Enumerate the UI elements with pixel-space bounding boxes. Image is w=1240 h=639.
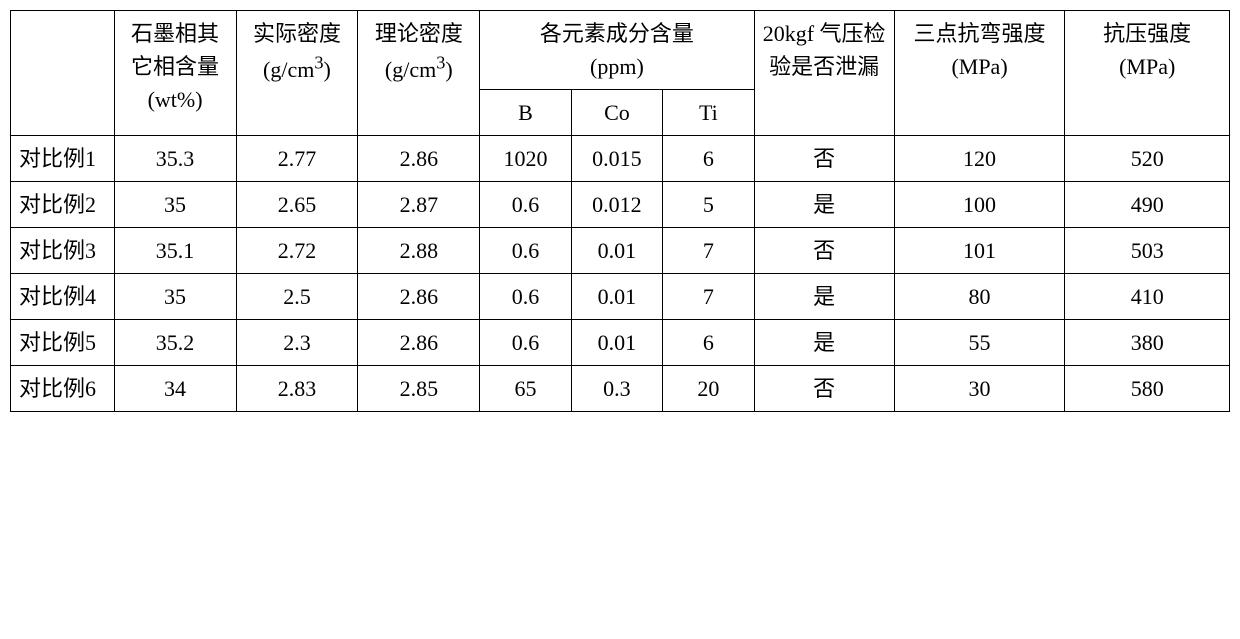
cell-graphite: 35 <box>114 274 236 320</box>
cell-b: 65 <box>480 366 571 412</box>
header-element-text: 各元素成分含量 <box>540 21 694 46</box>
cell-leak: 是 <box>754 182 894 228</box>
cell-co: 0.015 <box>571 136 662 182</box>
cell-comp: 580 <box>1065 366 1230 412</box>
cell-co: 0.3 <box>571 366 662 412</box>
cell-ti: 6 <box>663 136 754 182</box>
data-table: 石墨相其它相含量 (wt%) 实际密度 (g/cm3) 理论密度 (g/cm3)… <box>10 10 1230 412</box>
cell-bend: 55 <box>894 320 1065 366</box>
row-label: 对比例4 <box>11 274 115 320</box>
header-theory-density: 理论密度 (g/cm3) <box>358 11 480 136</box>
header-element-unit: (ppm) <box>590 54 644 79</box>
table-row: 对比例6342.832.85650.320否30580 <box>11 366 1230 412</box>
row-label: 对比例6 <box>11 366 115 412</box>
cell-comp: 490 <box>1065 182 1230 228</box>
table-row: 对比例535.22.32.860.60.016是55380 <box>11 320 1230 366</box>
cell-actual: 2.3 <box>236 320 358 366</box>
header-graphite-unit: (wt%) <box>148 87 203 112</box>
cell-ti: 7 <box>663 274 754 320</box>
cell-b: 1020 <box>480 136 571 182</box>
row-label: 对比例3 <box>11 228 115 274</box>
row-label: 对比例5 <box>11 320 115 366</box>
cell-theory: 2.85 <box>358 366 480 412</box>
cell-b: 0.6 <box>480 182 571 228</box>
row-label: 对比例2 <box>11 182 115 228</box>
cell-co: 0.01 <box>571 228 662 274</box>
header-theory-text: 理论密度 <box>375 21 463 46</box>
cell-actual: 2.65 <box>236 182 358 228</box>
header-b: B <box>480 90 571 136</box>
cell-b: 0.6 <box>480 320 571 366</box>
cell-ti: 7 <box>663 228 754 274</box>
cell-leak: 否 <box>754 228 894 274</box>
header-co: Co <box>571 90 662 136</box>
header-graphite-text: 石墨相其它相含量 <box>131 21 219 79</box>
cell-co: 0.01 <box>571 274 662 320</box>
cell-leak: 否 <box>754 136 894 182</box>
header-row-1: 石墨相其它相含量 (wt%) 实际密度 (g/cm3) 理论密度 (g/cm3)… <box>11 11 1230 90</box>
header-theory-unit: (g/cm3) <box>385 57 453 82</box>
header-leak-text: 20kgf 气压检验是否泄漏 <box>763 21 886 79</box>
header-bend: 三点抗弯强度 (MPa) <box>894 11 1065 136</box>
table-row: 对比例2352.652.870.60.0125是100490 <box>11 182 1230 228</box>
cell-co: 0.01 <box>571 320 662 366</box>
cell-ti: 5 <box>663 182 754 228</box>
row-label: 对比例1 <box>11 136 115 182</box>
header-bend-unit: (MPa) <box>951 54 1007 79</box>
cell-comp: 503 <box>1065 228 1230 274</box>
cell-ti: 6 <box>663 320 754 366</box>
cell-leak: 是 <box>754 274 894 320</box>
header-bend-text: 三点抗弯强度 <box>914 21 1046 46</box>
table-body: 对比例135.32.772.8610200.0156否120520对比例2352… <box>11 136 1230 412</box>
cell-b: 0.6 <box>480 274 571 320</box>
cell-bend: 100 <box>894 182 1065 228</box>
cell-bend: 80 <box>894 274 1065 320</box>
header-actual-density: 实际密度 (g/cm3) <box>236 11 358 136</box>
cell-comp: 520 <box>1065 136 1230 182</box>
header-empty <box>11 11 115 136</box>
cell-actual: 2.5 <box>236 274 358 320</box>
cell-graphite: 35.3 <box>114 136 236 182</box>
header-comp: 抗压强度 (MPa) <box>1065 11 1230 136</box>
cell-comp: 380 <box>1065 320 1230 366</box>
header-actual-unit: (g/cm3) <box>263 57 331 82</box>
cell-b: 0.6 <box>480 228 571 274</box>
cell-theory: 2.86 <box>358 274 480 320</box>
cell-bend: 101 <box>894 228 1065 274</box>
header-actual-text: 实际密度 <box>253 21 341 46</box>
cell-leak: 是 <box>754 320 894 366</box>
header-graphite: 石墨相其它相含量 (wt%) <box>114 11 236 136</box>
cell-theory: 2.86 <box>358 136 480 182</box>
cell-graphite: 35 <box>114 182 236 228</box>
table-row: 对比例4352.52.860.60.017是80410 <box>11 274 1230 320</box>
cell-co: 0.012 <box>571 182 662 228</box>
cell-comp: 410 <box>1065 274 1230 320</box>
table-row: 对比例335.12.722.880.60.017否101503 <box>11 228 1230 274</box>
cell-bend: 30 <box>894 366 1065 412</box>
cell-ti: 20 <box>663 366 754 412</box>
cell-graphite: 34 <box>114 366 236 412</box>
header-comp-text: 抗压强度 <box>1103 21 1191 46</box>
header-leak: 20kgf 气压检验是否泄漏 <box>754 11 894 136</box>
cell-actual: 2.83 <box>236 366 358 412</box>
header-comp-unit: (MPa) <box>1119 54 1175 79</box>
cell-theory: 2.88 <box>358 228 480 274</box>
table-row: 对比例135.32.772.8610200.0156否120520 <box>11 136 1230 182</box>
header-element-group: 各元素成分含量 (ppm) <box>480 11 754 90</box>
cell-actual: 2.77 <box>236 136 358 182</box>
cell-graphite: 35.2 <box>114 320 236 366</box>
header-ti: Ti <box>663 90 754 136</box>
cell-bend: 120 <box>894 136 1065 182</box>
cell-graphite: 35.1 <box>114 228 236 274</box>
cell-actual: 2.72 <box>236 228 358 274</box>
cell-theory: 2.86 <box>358 320 480 366</box>
cell-leak: 否 <box>754 366 894 412</box>
cell-theory: 2.87 <box>358 182 480 228</box>
